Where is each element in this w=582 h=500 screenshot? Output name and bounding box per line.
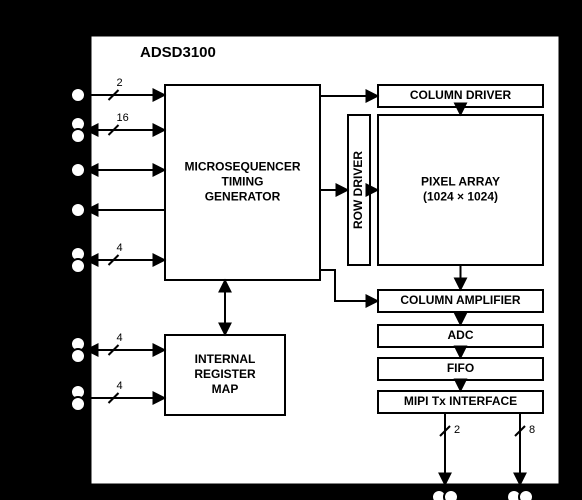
block-label-mstg: TIMING [222, 175, 264, 189]
block-pixel: PIXEL ARRAY(1024 × 1024) [378, 115, 543, 265]
block-label-mipi: MIPI Tx INTERFACE [404, 394, 517, 408]
block-rowdrv: ROW DRIVER [348, 115, 370, 265]
bus-count: 8 [529, 424, 535, 436]
block-label-mstg: MICROSEQUENCER [184, 160, 300, 174]
block-adc: ADC [378, 325, 543, 347]
bus-count: 4 [117, 380, 123, 392]
io-pad [71, 385, 85, 411]
block-coldrv: COLUMN DRIVER [378, 85, 543, 107]
io-pad [71, 337, 85, 363]
bus-count: 4 [117, 242, 123, 254]
block-mstg: MICROSEQUENCERTIMINGGENERATOR [165, 85, 320, 280]
io-pad [71, 203, 85, 217]
io-pad [71, 163, 85, 177]
io-pad [71, 117, 85, 143]
io-pad [71, 247, 85, 273]
bus-count: 4 [117, 332, 123, 344]
block-label-adc: ADC [448, 328, 474, 342]
block-label-colamp: COLUMN AMPLIFIER [400, 293, 521, 307]
block-fifo: FIFO [378, 358, 543, 380]
block-label-pixel: (1024 × 1024) [423, 190, 498, 204]
block-label-coldrv: COLUMN DRIVER [410, 88, 512, 102]
block-regmap: INTERNALREGISTERMAP [165, 335, 285, 415]
io-pad [71, 88, 85, 102]
bus-count: 2 [117, 77, 123, 89]
block-colamp: COLUMN AMPLIFIER [378, 290, 543, 312]
bus-count: 16 [117, 112, 129, 124]
block-label-regmap: MAP [212, 382, 239, 396]
block-mipi: MIPI Tx INTERFACE [378, 391, 543, 413]
block-label-pixel: PIXEL ARRAY [421, 175, 500, 189]
bus-count: 2 [454, 424, 460, 436]
block-label-rowdrv: ROW DRIVER [351, 151, 365, 229]
block-label-regmap: REGISTER [194, 367, 256, 381]
block-label-mstg: GENERATOR [205, 190, 281, 204]
block-label-regmap: INTERNAL [195, 352, 256, 366]
chip-title: ADSD3100 [140, 44, 216, 61]
block-label-fifo: FIFO [447, 361, 474, 375]
